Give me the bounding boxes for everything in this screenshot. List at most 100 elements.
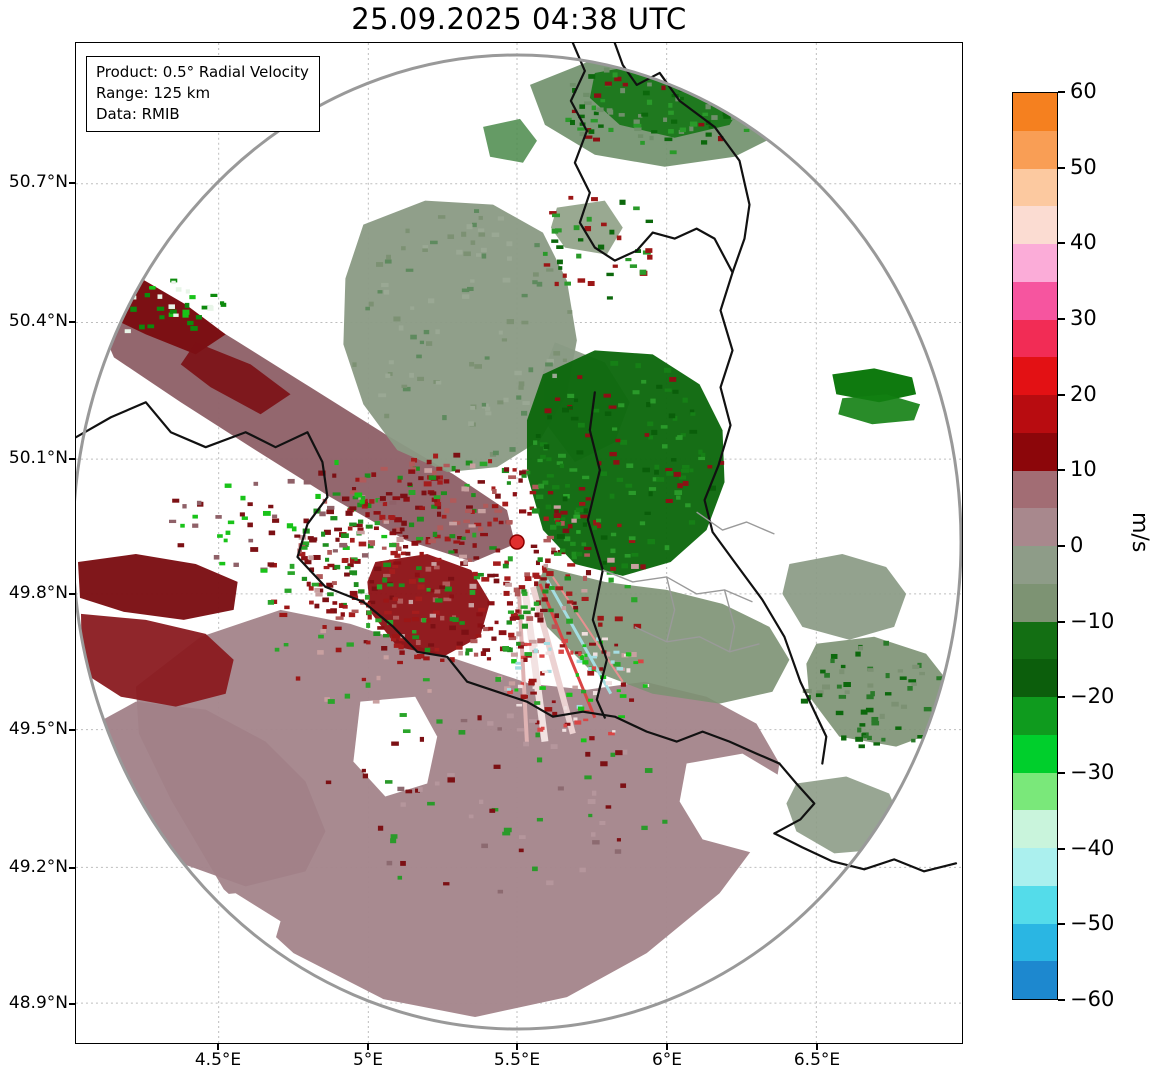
speckle bbox=[431, 562, 437, 566]
speckle bbox=[840, 664, 846, 669]
speckle bbox=[536, 281, 543, 287]
speckle bbox=[301, 541, 310, 545]
speckle bbox=[573, 605, 579, 610]
speckle bbox=[576, 659, 583, 664]
speckle bbox=[433, 565, 440, 570]
speckle bbox=[521, 320, 529, 325]
speckle bbox=[698, 449, 703, 455]
speckle bbox=[431, 504, 438, 509]
speckle bbox=[601, 222, 607, 227]
speckle bbox=[184, 302, 190, 308]
speckle bbox=[107, 295, 113, 301]
speckle bbox=[591, 105, 597, 111]
speckle bbox=[357, 527, 364, 532]
speckle bbox=[524, 576, 532, 582]
speckle bbox=[468, 421, 474, 426]
speckle bbox=[182, 313, 189, 318]
colorbar bbox=[1012, 92, 1058, 1000]
speckle bbox=[514, 370, 522, 376]
speckle bbox=[645, 248, 653, 253]
speckle bbox=[435, 329, 440, 335]
speckle bbox=[274, 647, 280, 652]
speckle bbox=[569, 468, 578, 472]
speckle bbox=[381, 645, 388, 651]
speckle bbox=[689, 121, 698, 127]
speckle bbox=[679, 73, 686, 78]
speckle bbox=[751, 82, 757, 87]
speckle bbox=[640, 564, 646, 570]
speckle bbox=[545, 583, 550, 589]
speckle bbox=[637, 134, 644, 138]
speckle bbox=[489, 808, 496, 813]
speckle bbox=[493, 578, 500, 584]
speckle bbox=[555, 521, 562, 526]
speckle bbox=[642, 684, 648, 688]
speckle bbox=[157, 294, 163, 299]
speckle bbox=[573, 514, 581, 519]
speckle bbox=[554, 509, 559, 513]
speckle bbox=[507, 689, 513, 694]
lat-tick-mark bbox=[69, 593, 75, 595]
speckle bbox=[543, 642, 551, 645]
speckle bbox=[383, 562, 391, 568]
speckle bbox=[364, 502, 372, 509]
speckle bbox=[605, 805, 612, 809]
speckle bbox=[860, 709, 868, 715]
speckle bbox=[555, 519, 560, 524]
speckle bbox=[733, 95, 740, 100]
speckle bbox=[361, 553, 369, 558]
speckle bbox=[474, 522, 482, 527]
speckle bbox=[322, 625, 327, 629]
speckle bbox=[366, 610, 372, 615]
speckle bbox=[714, 100, 720, 105]
speckle bbox=[389, 542, 397, 548]
speckle bbox=[530, 544, 538, 548]
speckle bbox=[408, 522, 415, 528]
speckle bbox=[578, 487, 586, 491]
speckle bbox=[754, 107, 760, 111]
speckle bbox=[377, 626, 385, 630]
speckle bbox=[689, 126, 694, 132]
speckle bbox=[398, 644, 404, 650]
speckle bbox=[447, 777, 455, 783]
speckle bbox=[351, 557, 358, 561]
speckle bbox=[553, 505, 561, 509]
speckle bbox=[707, 465, 713, 469]
speckle bbox=[486, 657, 492, 661]
speckle bbox=[480, 651, 487, 656]
speckle bbox=[495, 548, 501, 553]
speckle bbox=[866, 694, 874, 700]
speckle bbox=[638, 114, 643, 118]
speckle bbox=[867, 668, 874, 672]
speckle bbox=[401, 246, 406, 251]
speckle bbox=[740, 86, 746, 91]
speckle bbox=[405, 228, 410, 234]
speckle bbox=[649, 135, 654, 141]
speckle bbox=[581, 542, 587, 547]
speckle bbox=[347, 508, 354, 513]
speckle bbox=[618, 715, 625, 719]
velocity-ray bbox=[552, 576, 624, 683]
speckle bbox=[147, 324, 155, 329]
colorbar-tick-label: −60 bbox=[1070, 987, 1115, 1011]
speckle bbox=[327, 563, 335, 568]
speckle bbox=[412, 630, 417, 634]
speckle bbox=[530, 691, 537, 695]
speckle bbox=[600, 761, 608, 767]
speckle bbox=[289, 563, 295, 569]
speckle bbox=[573, 398, 579, 403]
speckle bbox=[545, 558, 551, 564]
speckle bbox=[633, 119, 640, 124]
speckle bbox=[82, 305, 89, 310]
speckle bbox=[411, 457, 418, 463]
speckle bbox=[611, 427, 618, 431]
speckle bbox=[473, 576, 481, 580]
speckle bbox=[690, 412, 696, 416]
speckle bbox=[614, 76, 622, 82]
speckle bbox=[437, 504, 442, 510]
speckle bbox=[416, 536, 424, 541]
speckle bbox=[318, 470, 326, 476]
speckle bbox=[303, 518, 309, 524]
field-region-hole-2 bbox=[679, 753, 797, 854]
field-region-west-strong-outbound-1 bbox=[77, 553, 238, 620]
